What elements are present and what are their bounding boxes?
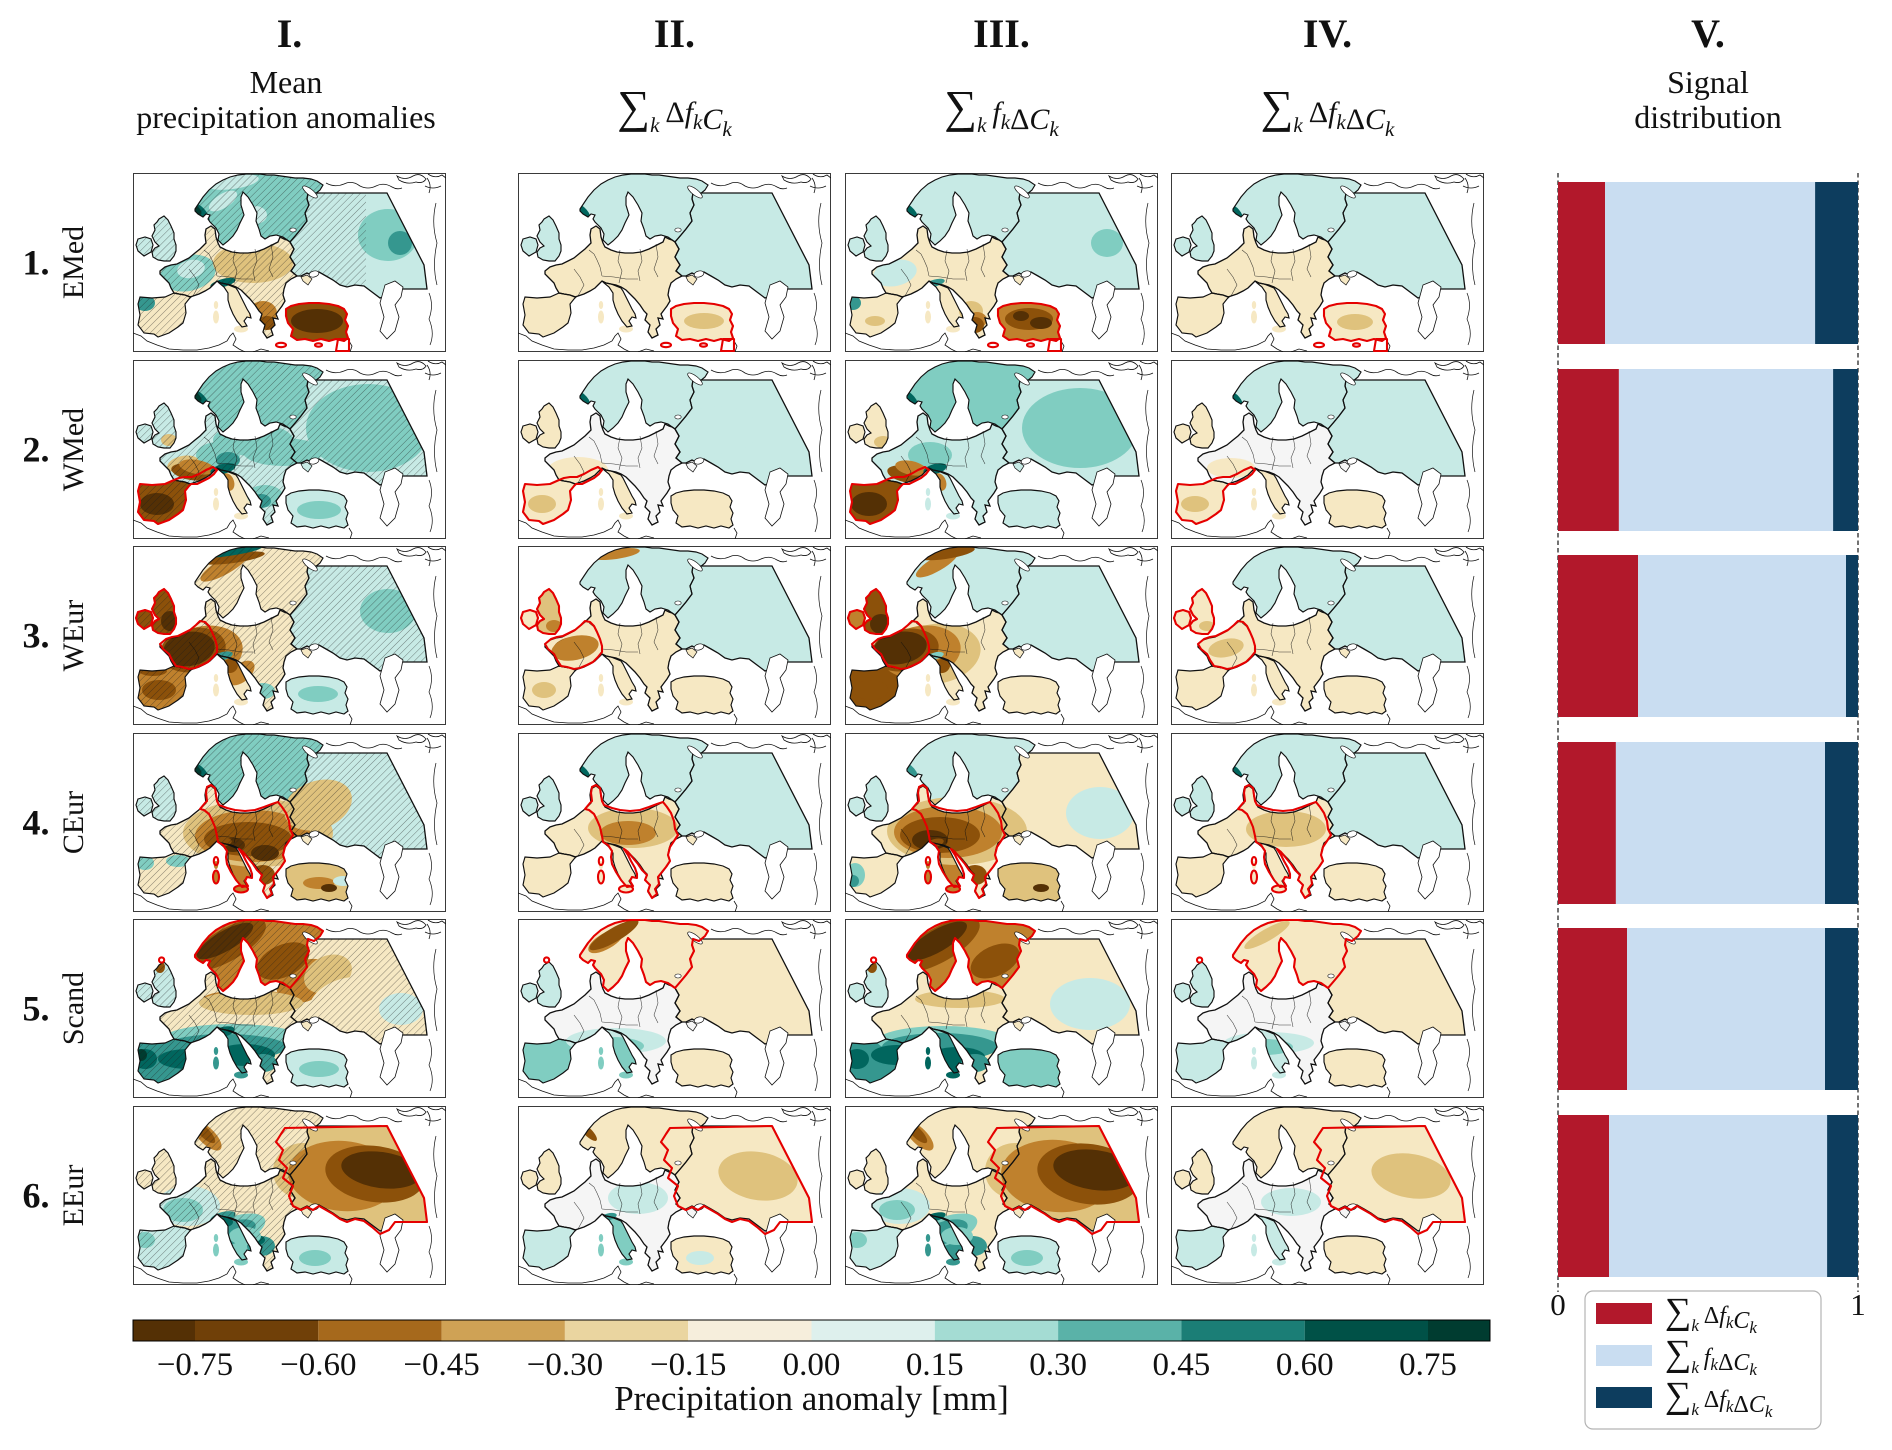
svg-text:2.: 2.: [23, 430, 50, 470]
svg-text:0.45: 0.45: [1153, 1347, 1211, 1383]
svg-text:−0.45: −0.45: [403, 1347, 479, 1383]
svg-text:WEur: WEur: [57, 600, 90, 672]
svg-text:−0.15: −0.15: [650, 1347, 726, 1383]
svg-text:4.: 4.: [23, 803, 50, 843]
svg-text:IV.: IV.: [1303, 11, 1352, 56]
svg-text:0.15: 0.15: [906, 1347, 964, 1383]
svg-text:0.60: 0.60: [1276, 1347, 1334, 1383]
svg-text:6.: 6.: [23, 1176, 50, 1216]
svg-text:Precipitation anomaly [mm]: Precipitation anomaly [mm]: [614, 1379, 1009, 1418]
svg-text:V.: V.: [1691, 11, 1725, 56]
svg-text:1: 1: [1850, 1287, 1866, 1322]
svg-text:Scand: Scand: [57, 972, 90, 1045]
svg-text:1.: 1.: [23, 243, 50, 283]
svg-text:−0.60: −0.60: [280, 1347, 356, 1383]
svg-text:EMed: EMed: [57, 226, 90, 299]
svg-text:precipitation anomalies: precipitation anomalies: [136, 99, 435, 135]
svg-text:0.00: 0.00: [783, 1347, 841, 1383]
svg-text:distribution: distribution: [1634, 99, 1782, 135]
svg-text:Signal: Signal: [1667, 64, 1749, 100]
svg-text:II.: II.: [654, 11, 695, 56]
svg-text:Mean: Mean: [250, 64, 323, 100]
svg-text:0: 0: [1550, 1287, 1566, 1322]
svg-text:0.75: 0.75: [1399, 1347, 1457, 1383]
svg-text:−0.75: −0.75: [157, 1347, 233, 1383]
svg-text:0.30: 0.30: [1029, 1347, 1087, 1383]
svg-text:WMed: WMed: [57, 408, 90, 491]
svg-text:CEur: CEur: [57, 791, 90, 854]
svg-text:3.: 3.: [23, 616, 50, 656]
svg-text:EEur: EEur: [57, 1165, 90, 1227]
svg-text:I.: I.: [277, 11, 303, 56]
svg-text:5.: 5.: [23, 989, 50, 1029]
svg-text:−0.30: −0.30: [527, 1347, 603, 1383]
svg-text:III.: III.: [973, 11, 1030, 56]
